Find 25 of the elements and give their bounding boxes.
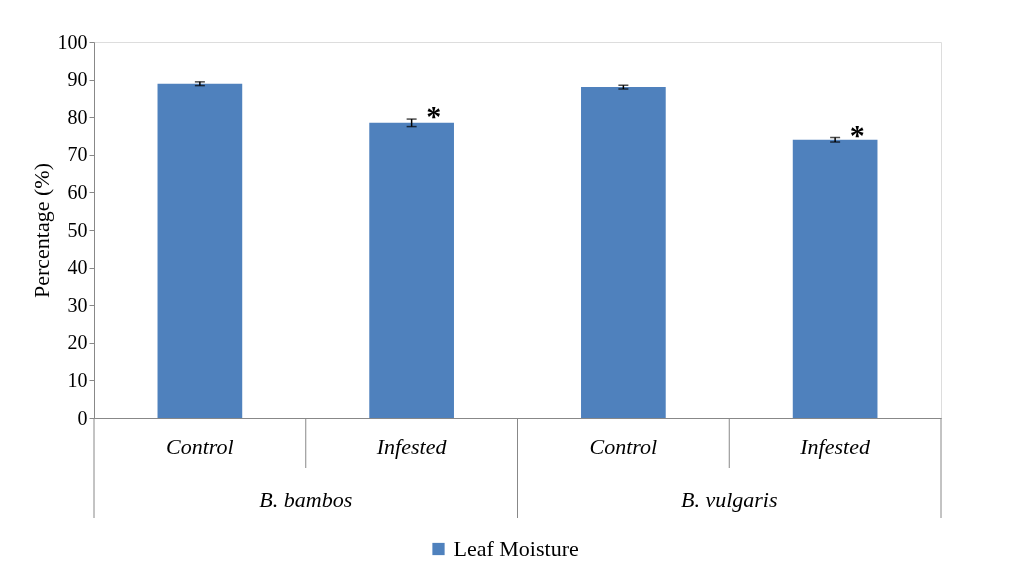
bar [369, 122, 454, 418]
y-tick-label: 100 [57, 30, 88, 53]
text: B. bambos [259, 487, 353, 512]
y-tick-label: 60 [67, 180, 88, 203]
y-tick-label: 70 [67, 143, 88, 166]
y-tick-label: 20 [67, 331, 88, 354]
y-tick-label: 50 [67, 218, 88, 241]
x-tick-label: Infested [375, 433, 448, 459]
y-axis-title: Percentage (%) [28, 163, 54, 298]
x-tick-label: Control [166, 433, 234, 459]
y-tick-label: 90 [67, 68, 88, 91]
y-tick-label: 80 [67, 105, 88, 128]
x-tick-label: Control [589, 433, 658, 459]
legend-label: Leaf Moisture [453, 536, 579, 561]
data-label: * [849, 117, 865, 151]
y-tick-label: 30 [67, 293, 88, 316]
text: B. vulgaris [680, 487, 778, 512]
y-tick-label: 10 [67, 368, 88, 391]
data-label: * [426, 99, 442, 133]
y-tick-label: 0 [77, 406, 88, 429]
bar [157, 83, 243, 418]
bar [581, 87, 666, 418]
x-tick-label: Infested [799, 433, 871, 459]
bar [792, 139, 878, 418]
y-tick-label: 40 [67, 256, 88, 279]
